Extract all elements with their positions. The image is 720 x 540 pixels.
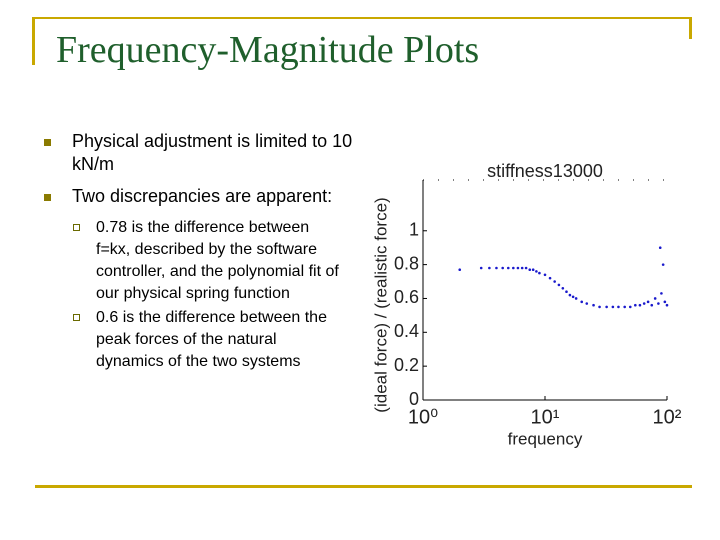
point xyxy=(660,292,663,295)
rule xyxy=(32,17,35,65)
point xyxy=(531,268,535,271)
point xyxy=(479,266,483,270)
point xyxy=(628,305,632,309)
rule xyxy=(35,485,692,488)
point xyxy=(598,305,601,309)
point xyxy=(661,263,665,266)
point xyxy=(458,268,462,271)
point xyxy=(488,266,491,270)
bullet: Two discrepancies are apparent: xyxy=(44,185,364,208)
point xyxy=(646,300,650,304)
point xyxy=(605,305,608,309)
point xyxy=(516,266,520,270)
point xyxy=(568,293,572,297)
point xyxy=(520,266,524,270)
y-tick-label: 1 xyxy=(409,220,419,240)
point xyxy=(495,266,498,270)
point xyxy=(658,246,662,249)
point xyxy=(592,303,595,307)
point xyxy=(524,266,528,270)
point xyxy=(653,297,657,300)
point xyxy=(638,303,642,307)
point xyxy=(642,302,646,305)
point xyxy=(617,305,620,309)
point xyxy=(557,283,561,287)
point xyxy=(634,303,637,307)
x-tick-label: 10⁰ xyxy=(408,406,438,428)
point xyxy=(561,287,565,290)
y-tick-label: 0.8 xyxy=(394,253,419,273)
sub-bullet: 0.78 is the difference between f=kx, des… xyxy=(72,217,346,305)
point xyxy=(611,305,615,309)
y-axis-label: (ideal force) / (realistic force) xyxy=(371,197,390,412)
x-tick-label: 10² xyxy=(653,406,682,428)
point xyxy=(501,266,504,270)
rule xyxy=(32,17,692,19)
point xyxy=(571,295,575,299)
x-axis-label: frequency xyxy=(508,429,583,448)
point xyxy=(574,297,578,300)
sub-bullet: 0.6 is the difference between the peak f… xyxy=(72,307,346,373)
point xyxy=(657,302,660,305)
point xyxy=(535,270,538,273)
bullet-list: Physical adjustment is limited to 10 kN/… xyxy=(44,130,364,373)
y-tick-label: 0.4 xyxy=(394,321,419,341)
point xyxy=(565,290,568,293)
point xyxy=(663,300,667,304)
rule xyxy=(689,17,692,39)
point xyxy=(650,303,654,307)
slide-title: Frequency-Magnitude Plots xyxy=(56,29,480,71)
point xyxy=(538,271,541,275)
point xyxy=(543,273,547,277)
point xyxy=(548,276,552,280)
point xyxy=(512,266,515,270)
y-tick-label: 0 xyxy=(409,389,419,409)
point xyxy=(580,300,584,304)
chart-title: stiffness13000 xyxy=(487,161,603,181)
point xyxy=(506,266,510,270)
point xyxy=(585,302,589,305)
point xyxy=(528,268,532,271)
point xyxy=(553,280,556,283)
point xyxy=(623,305,626,309)
point xyxy=(665,303,669,307)
x-tick-label: 10¹ xyxy=(531,406,560,428)
y-tick-label: 0.2 xyxy=(394,355,419,375)
y-tick-label: 0.6 xyxy=(394,287,419,307)
bullet: Physical adjustment is limited to 10 kN/… xyxy=(44,130,364,176)
